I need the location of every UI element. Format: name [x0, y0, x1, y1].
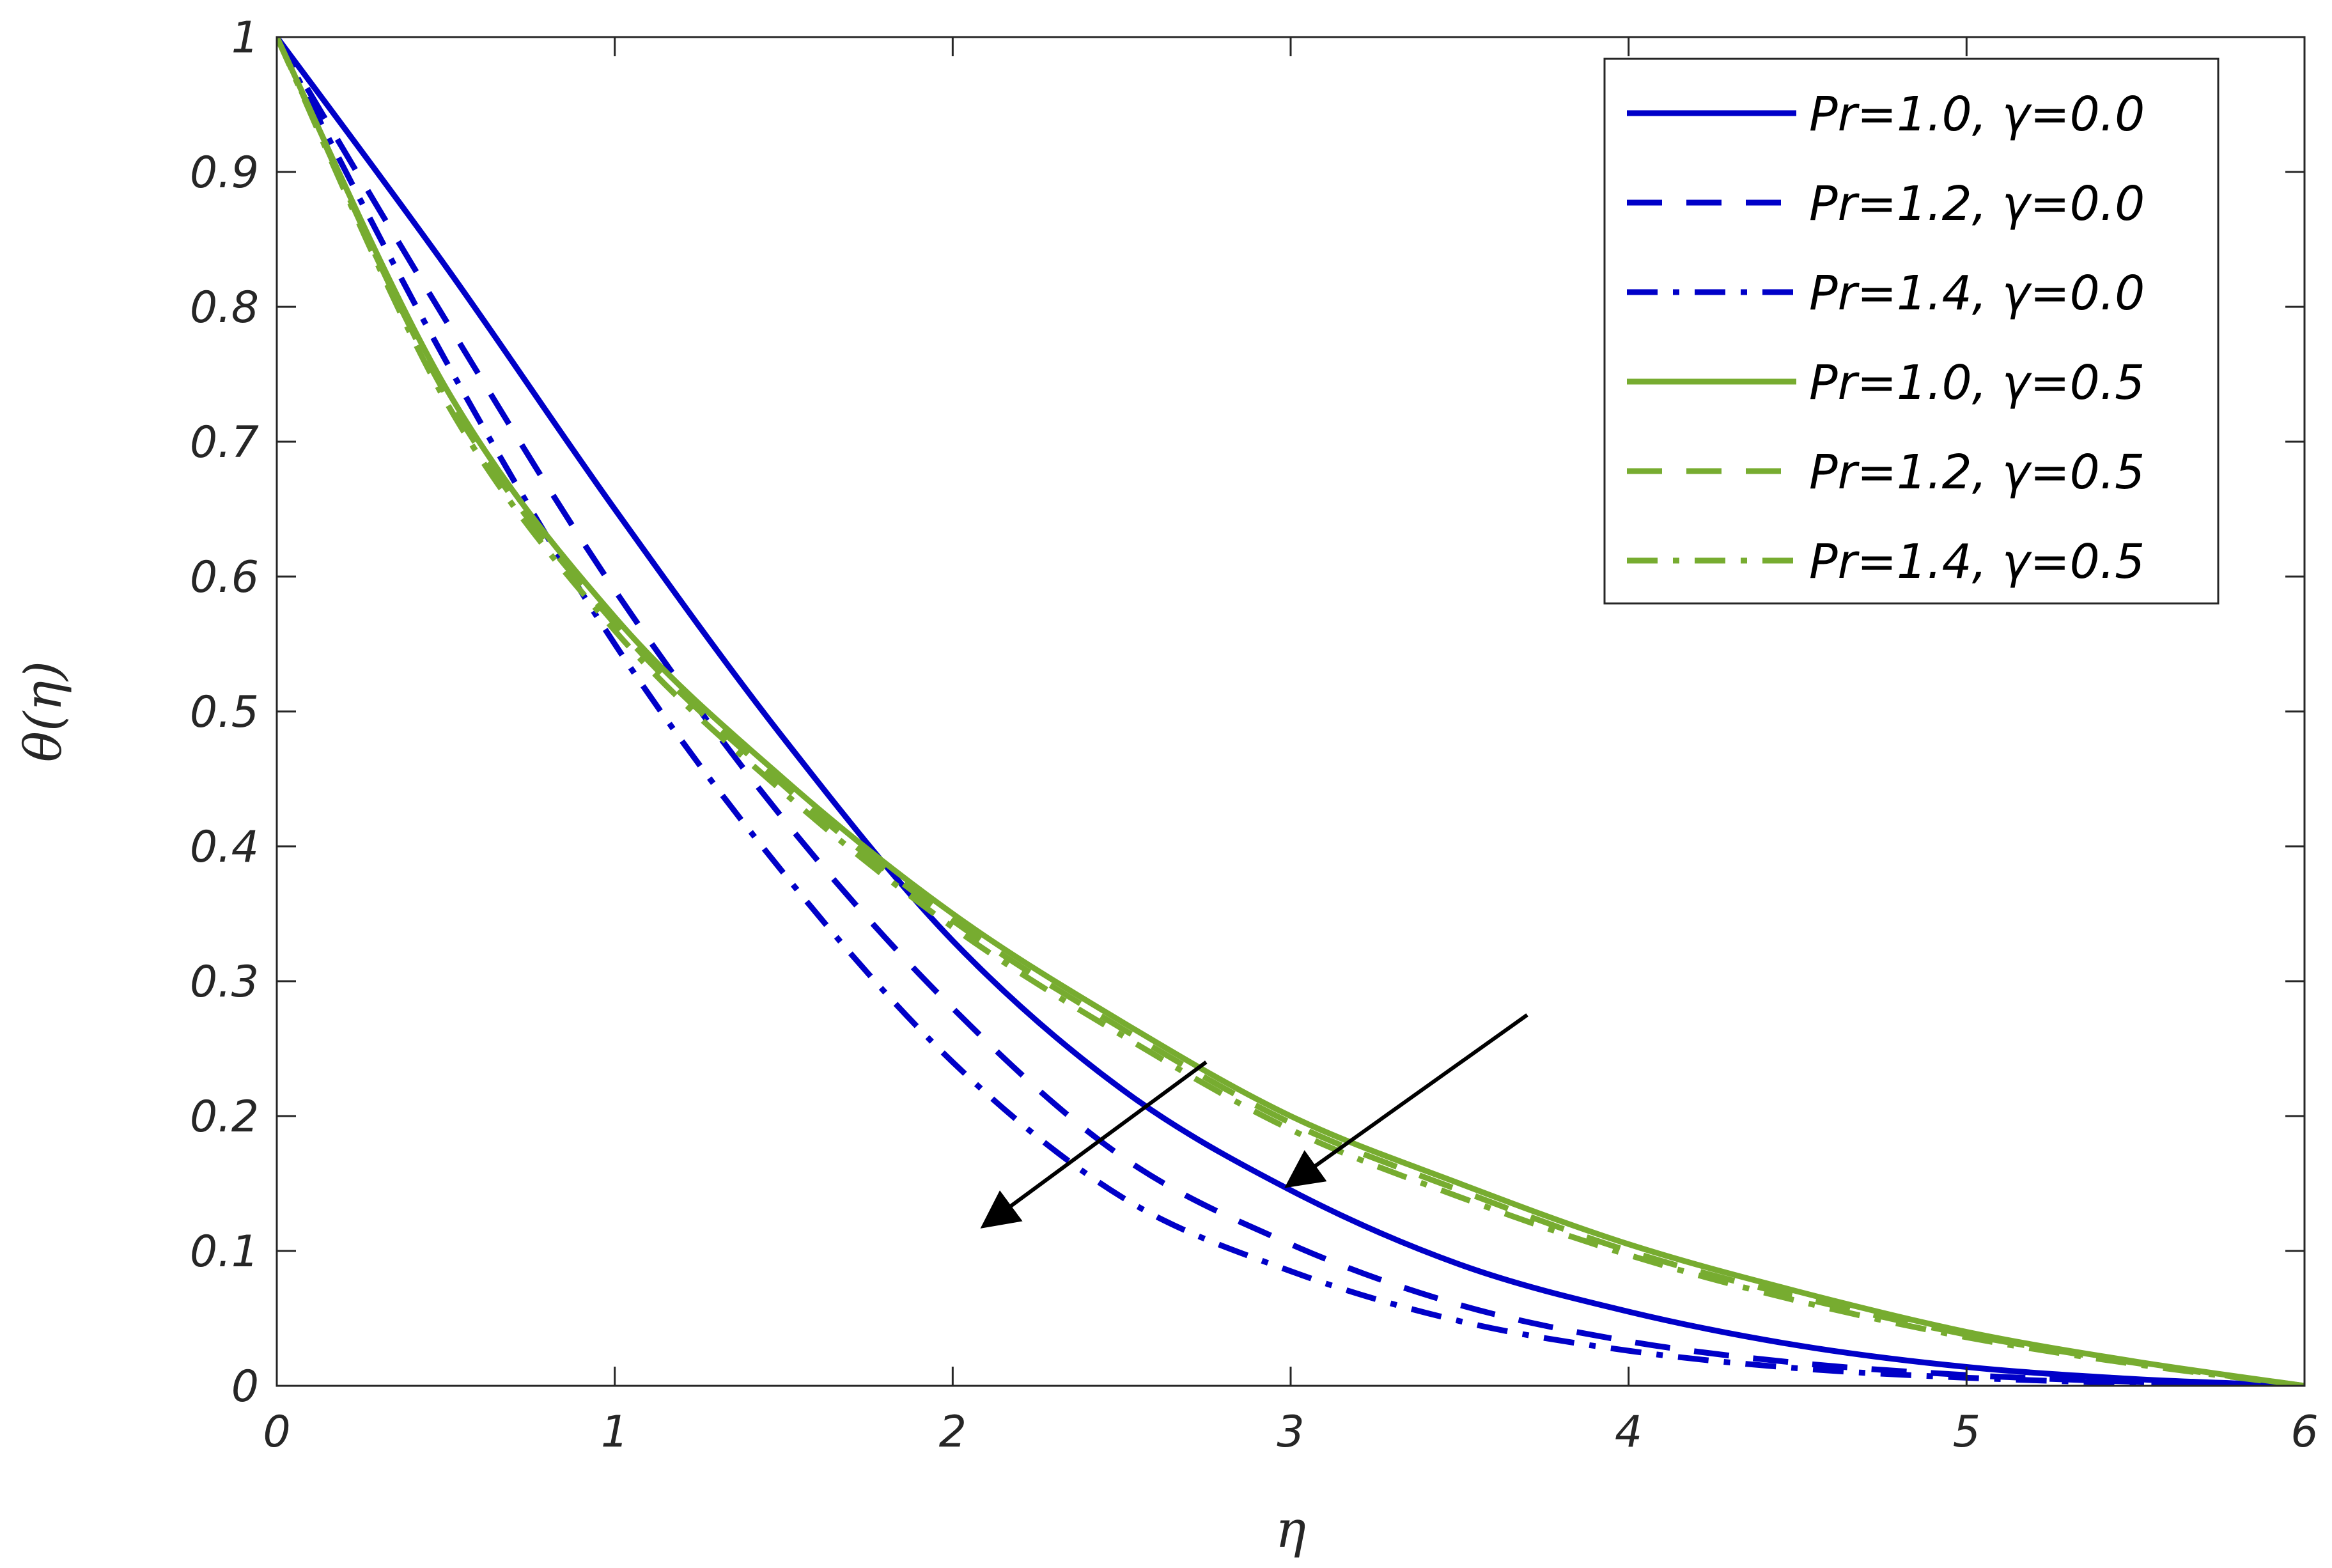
legend-label-6: Pr=1.4, γ=0.5 — [1809, 534, 2145, 589]
x-tick-label: 6 — [2290, 1407, 2318, 1457]
y-tick-label: 1 — [231, 13, 259, 63]
legend-box — [1603, 58, 2219, 605]
y-tick-label: 0.5 — [190, 687, 259, 738]
x-tick-label: 5 — [1953, 1407, 1980, 1457]
x-tick-label: 4 — [1615, 1407, 1642, 1457]
x-axis-label: η — [1275, 1500, 1306, 1559]
y-tick-label: 0.2 — [190, 1092, 259, 1142]
x-tick-label: 1 — [601, 1407, 628, 1457]
y-tick-label: 0.7 — [190, 417, 259, 468]
y-tick-label: 0.4 — [190, 822, 259, 873]
y-tick-label: 0.6 — [190, 552, 259, 603]
series-line-6 — [277, 37, 2305, 1386]
annotation-arrow-1 — [1284, 1013, 1528, 1188]
legend-label-1: Pr=1.0, γ=0.0 — [1809, 87, 2145, 142]
legend-label-4: Pr=1.0, γ=0.5 — [1809, 355, 2145, 410]
series-line-2 — [277, 37, 2305, 1386]
y-tick-label: 0.9 — [190, 148, 259, 198]
series-line-1 — [277, 37, 2305, 1386]
x-tick-label: 0 — [263, 1407, 290, 1457]
tick-layer: 0 1 2 3 4 5 6 0 0.1 0.2 0.3 0.4 0.5 0.6 0.7 0.8 0.9 1 — [190, 13, 2319, 1457]
y-tick-label: 0.1 — [190, 1227, 259, 1277]
legend: Pr=1.0, γ=0.0 Pr=1.2, γ=0.0 Pr=1.4, γ=0.0 P… — [1603, 58, 2219, 605]
y-tick-label: 0.3 — [190, 957, 259, 1007]
series-line-4 — [277, 37, 2305, 1386]
y-tick-label: 0 — [231, 1362, 259, 1412]
legend-label-5: Pr=1.2, γ=0.5 — [1809, 445, 2145, 500]
legend-label-2: Pr=1.2, γ=0.0 — [1809, 176, 2145, 231]
x-tick-label: 3 — [1277, 1407, 1304, 1457]
x-tick-label: 2 — [939, 1407, 967, 1457]
series-layer — [277, 37, 2305, 1386]
annotation-arrow-2 — [980, 1060, 1208, 1229]
legend-label-3: Pr=1.4, γ=0.0 — [1809, 266, 2145, 321]
annotation-layer — [980, 1013, 1528, 1229]
y-axis-label: θ(η) — [13, 661, 73, 763]
y-tick-label: 0.8 — [190, 283, 259, 333]
